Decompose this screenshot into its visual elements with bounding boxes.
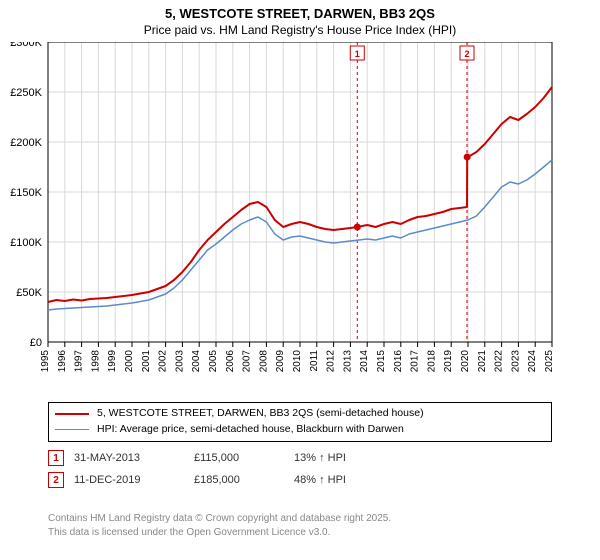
svg-text:2021: 2021 xyxy=(477,350,488,373)
svg-text:2018: 2018 xyxy=(426,350,437,373)
chart-plot: £0 £50K £100K £150K £200K £250K £300K 1995 1996 1… xyxy=(0,42,600,397)
marker-pct-1: 13% ↑ HPI xyxy=(294,452,414,464)
svg-text:1: 1 xyxy=(355,49,360,59)
svg-text:£200K: £200K xyxy=(10,137,42,149)
svg-text:2012: 2012 xyxy=(326,350,337,373)
svg-text:£300K: £300K xyxy=(10,42,42,49)
legend-swatch-red xyxy=(55,413,89,415)
marker-date-2: 11-DEC-2019 xyxy=(74,474,184,486)
title-line1: 5, WESTCOTE STREET, DARWEN, BB3 2QS xyxy=(0,6,600,21)
svg-text:2019: 2019 xyxy=(443,350,454,373)
attribution: Contains HM Land Registry data © Crown c… xyxy=(48,512,391,540)
svg-text:2013: 2013 xyxy=(342,350,353,373)
title-block: 5, WESTCOTE STREET, DARWEN, BB3 2QS Pric… xyxy=(0,0,600,37)
svg-text:1995: 1995 xyxy=(40,350,51,373)
svg-text:£50K: £50K xyxy=(16,287,42,299)
marker-pct-2: 48% ↑ HPI xyxy=(294,474,414,486)
svg-text:2001: 2001 xyxy=(141,350,152,373)
legend-label-2: HPI: Average price, semi-detached house,… xyxy=(97,422,404,438)
svg-text:£100K: £100K xyxy=(10,237,42,249)
svg-text:2007: 2007 xyxy=(242,350,253,373)
svg-text:2011: 2011 xyxy=(309,350,320,372)
svg-text:2002: 2002 xyxy=(158,350,169,373)
svg-text:1998: 1998 xyxy=(90,350,101,373)
svg-text:2015: 2015 xyxy=(376,350,387,373)
svg-text:2010: 2010 xyxy=(292,350,303,373)
svg-text:2008: 2008 xyxy=(258,350,269,373)
svg-text:1997: 1997 xyxy=(74,350,85,373)
svg-text:2014: 2014 xyxy=(359,350,370,373)
svg-text:2020: 2020 xyxy=(460,350,471,373)
markers-block: 1 31-MAY-2013 £115,000 13% ↑ HPI 2 11-DE… xyxy=(48,450,414,494)
legend-row-2: HPI: Average price, semi-detached house,… xyxy=(55,422,545,438)
svg-text:2: 2 xyxy=(464,49,469,59)
svg-text:2006: 2006 xyxy=(225,350,236,373)
legend-label-1: 5, WESTCOTE STREET, DARWEN, BB3 2QS (sem… xyxy=(97,406,424,422)
svg-text:2024: 2024 xyxy=(527,350,538,373)
legend-box: 5, WESTCOTE STREET, DARWEN, BB3 2QS (sem… xyxy=(48,402,552,442)
svg-text:2016: 2016 xyxy=(393,350,404,373)
marker-line-2: 2 11-DEC-2019 £185,000 48% ↑ HPI xyxy=(48,472,414,488)
chart-container: 5, WESTCOTE STREET, DARWEN, BB3 2QS Pric… xyxy=(0,0,600,560)
marker-badge-2: 2 xyxy=(48,472,64,488)
chart-svg: £0 £50K £100K £150K £200K £250K £300K 1995 1996 1… xyxy=(0,42,600,397)
title-line2: Price paid vs. HM Land Registry's House … xyxy=(0,23,600,37)
svg-text:2017: 2017 xyxy=(410,350,421,373)
svg-text:£0: £0 xyxy=(30,337,42,349)
marker-price-1: £115,000 xyxy=(194,452,284,464)
attribution-line1: Contains HM Land Registry data © Crown c… xyxy=(48,512,391,526)
svg-text:2003: 2003 xyxy=(174,350,185,373)
marker-badge-1: 1 xyxy=(48,450,64,466)
svg-text:2004: 2004 xyxy=(191,350,202,373)
svg-text:2009: 2009 xyxy=(275,350,286,373)
svg-text:2005: 2005 xyxy=(208,350,219,373)
attribution-line2: This data is licensed under the Open Gov… xyxy=(48,526,391,540)
svg-text:1996: 1996 xyxy=(57,350,68,373)
svg-text:1999: 1999 xyxy=(107,350,118,373)
marker-price-2: £185,000 xyxy=(194,474,284,486)
svg-text:£150K: £150K xyxy=(10,187,42,199)
svg-text:2025: 2025 xyxy=(544,350,555,373)
marker-line-1: 1 31-MAY-2013 £115,000 13% ↑ HPI xyxy=(48,450,414,466)
svg-text:2000: 2000 xyxy=(124,350,135,373)
svg-text:2022: 2022 xyxy=(494,350,505,373)
svg-text:£250K: £250K xyxy=(10,87,42,99)
marker-date-1: 31-MAY-2013 xyxy=(74,452,184,464)
legend-row-1: 5, WESTCOTE STREET, DARWEN, BB3 2QS (sem… xyxy=(55,406,545,422)
svg-text:2023: 2023 xyxy=(510,350,521,373)
legend-swatch-blue xyxy=(55,429,89,430)
